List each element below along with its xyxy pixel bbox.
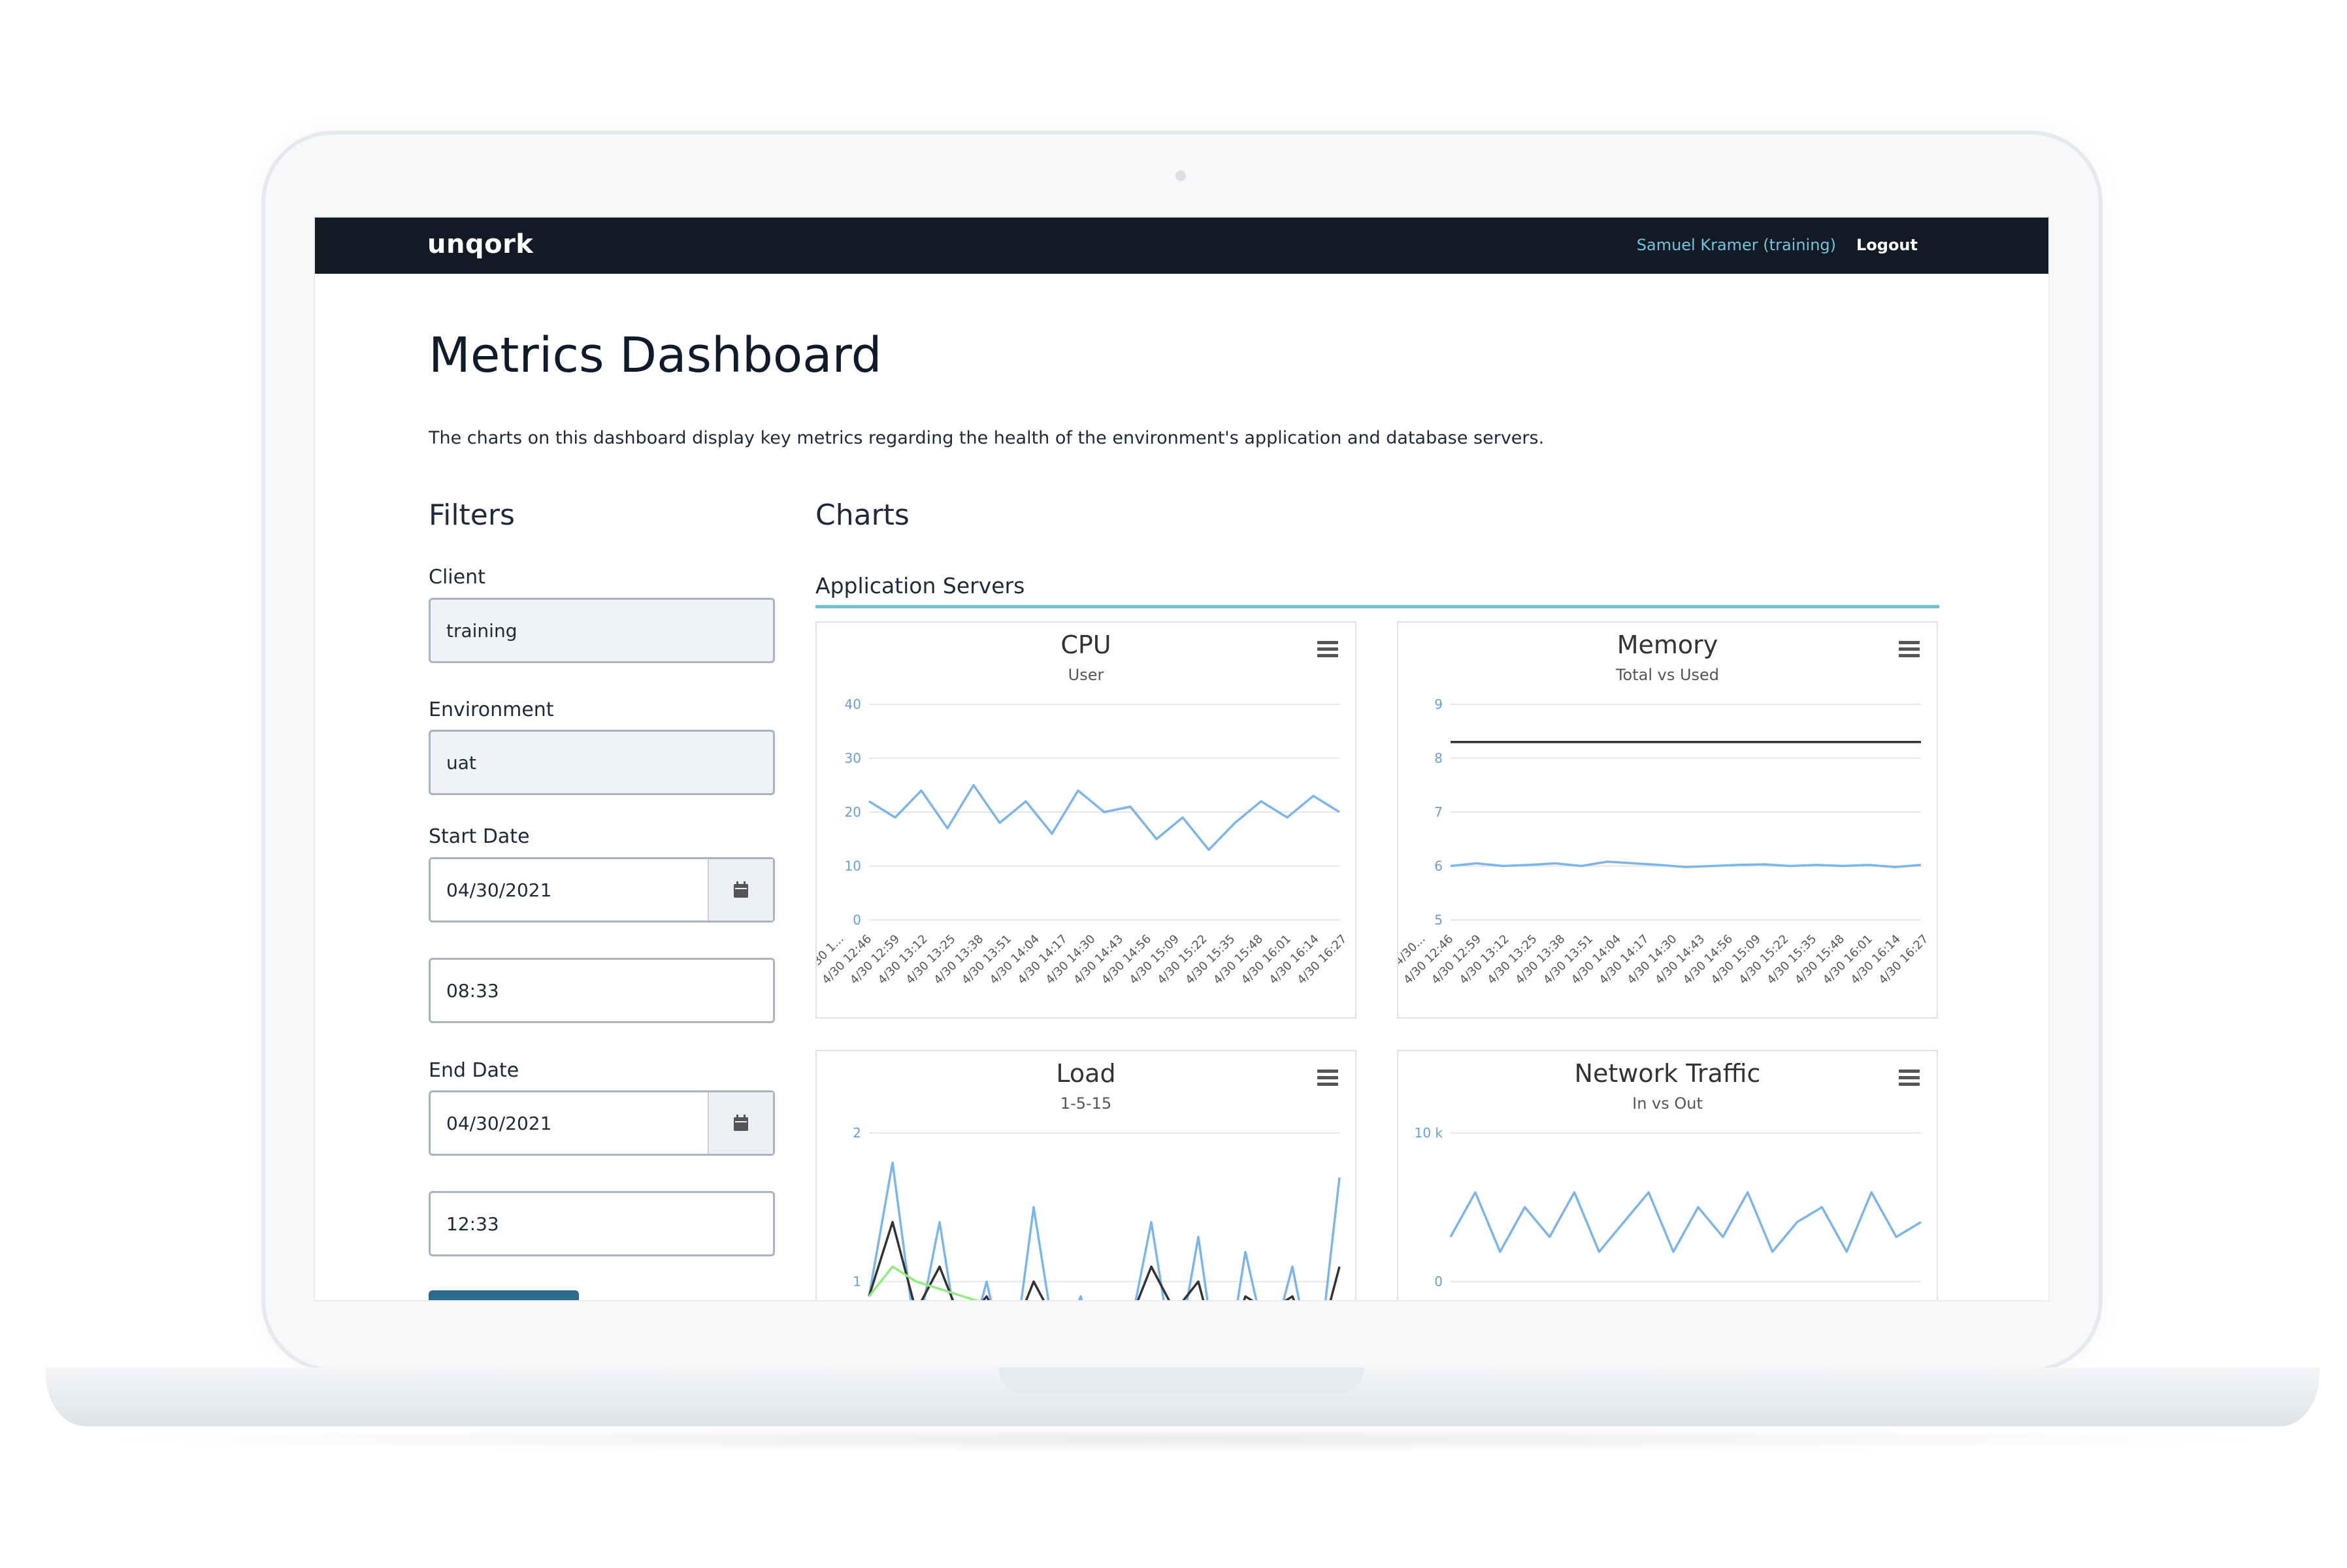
section-divider: [815, 605, 1939, 608]
start-date-field[interactable]: 04/30/2021: [429, 857, 775, 923]
client-field[interactable]: training: [429, 598, 775, 663]
environment-label: Environment: [429, 698, 554, 721]
series-line[interactable]: [868, 784, 1340, 851]
chart-title: CPU: [1060, 630, 1111, 659]
chart-subtitle: In vs Out: [1632, 1094, 1703, 1113]
camera-dot: [1175, 171, 1186, 181]
chart-menu-icon[interactable]: [1899, 641, 1920, 658]
y-tick-label: 30: [845, 751, 861, 766]
submit-button[interactable]: [429, 1290, 579, 1300]
charts-heading: Charts: [815, 498, 910, 532]
y-tick-label: 40: [845, 696, 861, 712]
y-tick-label: 9: [1434, 696, 1443, 712]
calendar-icon: [734, 1115, 748, 1131]
end-time-value: 12:33: [446, 1213, 499, 1235]
chart-subtitle: User: [1068, 666, 1104, 684]
y-tick-label: 2: [853, 1125, 861, 1141]
start-date-calendar-button[interactable]: [708, 859, 773, 921]
series-line[interactable]: [868, 1220, 1341, 1301]
client-value: training: [446, 619, 517, 642]
laptop-base-notch: [998, 1367, 1364, 1394]
chart-menu-icon[interactable]: [1317, 1070, 1338, 1086]
brand-logo[interactable]: unqork: [427, 229, 534, 259]
environment-field[interactable]: uat: [429, 730, 775, 795]
calendar-icon: [734, 881, 748, 898]
chart-menu-icon[interactable]: [1317, 641, 1338, 658]
y-tick-label: 5: [1434, 912, 1443, 928]
chart-card-memory: 9 8 7 6 5 4/30... 4/30 12:46 4/30 12:59 4/30 13:…: [1397, 621, 1938, 1019]
series-line[interactable]: [1450, 860, 1922, 868]
y-tick-label: 6: [1434, 858, 1443, 874]
filters-heading: Filters: [429, 498, 515, 532]
y-tick-label: 20: [845, 804, 861, 820]
chart-card-cpu: 40 30 20 10 0 4/30 1... 4/30 12:46 4/30 12:59 4/…: [815, 621, 1356, 1019]
application-servers-title: Application Servers: [815, 573, 1025, 598]
y-tick-label: 7: [1434, 804, 1443, 820]
chart-subtitle: Total vs Used: [1615, 666, 1720, 684]
navbar: unqork Samuel Kramer (training) Logout: [315, 218, 2048, 274]
page-title: Metrics Dashboard: [429, 327, 882, 384]
chart-card-network: 10 k0-10 k Network Traffic In vs Out: [1397, 1050, 1938, 1300]
app-screen: unqork Samuel Kramer (training) Logout M…: [315, 218, 2048, 1300]
chart-title: Load: [1056, 1059, 1116, 1088]
series-line[interactable]: [1449, 1191, 1922, 1253]
user-name-link[interactable]: Samuel Kramer (training): [1636, 236, 1836, 254]
end-time-field[interactable]: 12:33: [429, 1191, 775, 1256]
start-date-value: 04/30/2021: [446, 879, 552, 901]
laptop-shadow: [78, 1426, 2287, 1452]
chart-menu-icon[interactable]: [1899, 1070, 1920, 1086]
y-tick-label: 8: [1434, 751, 1443, 766]
end-date-field[interactable]: 04/30/2021: [429, 1090, 775, 1156]
series-line[interactable]: [868, 1161, 1341, 1301]
end-date-calendar-button[interactable]: [708, 1092, 773, 1154]
y-tick-label: 10 k: [1415, 1125, 1443, 1141]
y-tick-label: 0: [853, 912, 861, 928]
y-tick-label: 1: [853, 1274, 861, 1290]
y-tick-label: 10: [845, 858, 861, 874]
chart-title: Network Traffic: [1574, 1059, 1761, 1088]
end-date-value: 04/30/2021: [446, 1112, 552, 1134]
start-date-label: Start Date: [429, 825, 530, 848]
chart-subtitle: 1-5-15: [1060, 1094, 1112, 1113]
page-description: The charts on this dashboard display key…: [429, 428, 1545, 448]
environment-value: uat: [446, 751, 476, 774]
start-time-value: 08:33: [446, 979, 499, 1002]
logout-link[interactable]: Logout: [1856, 236, 1918, 254]
client-label: Client: [429, 566, 485, 589]
network-chart-svg: 10 k0-10 k: [1415, 1125, 1922, 1290]
start-time-field[interactable]: 08:33: [429, 958, 775, 1023]
series-line[interactable]: [868, 1266, 1339, 1300]
chart-title: Memory: [1617, 630, 1718, 659]
load-chart-svg: 21: [853, 1125, 1341, 1301]
end-date-label: End Date: [429, 1059, 519, 1082]
y-tick-label: 0: [1434, 1274, 1443, 1290]
